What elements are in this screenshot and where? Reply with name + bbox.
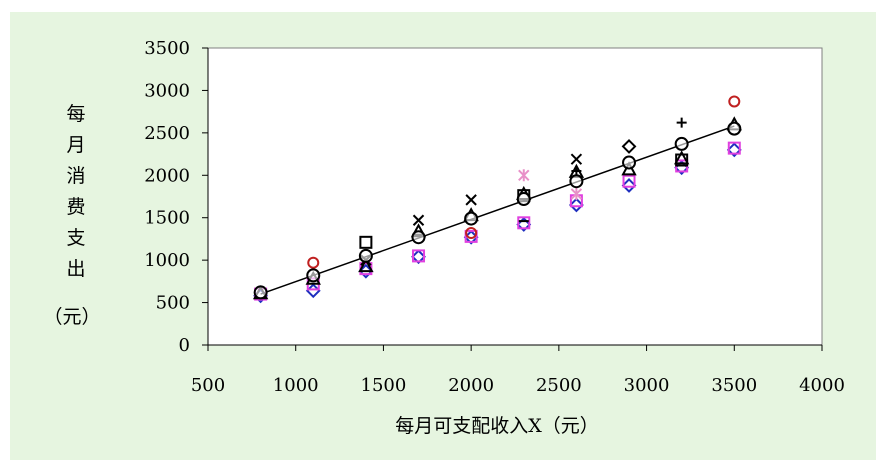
- data-point: [359, 235, 373, 249]
- data-point: [306, 268, 321, 283]
- x-tick-label: 3000: [624, 375, 670, 396]
- data-point: [622, 174, 636, 188]
- x-tick-label: 2000: [448, 375, 494, 396]
- data-point: [412, 249, 426, 263]
- y-tick-label: 2000: [144, 165, 190, 186]
- y-axis-title-char: 支: [66, 227, 85, 249]
- data-point: [676, 117, 687, 128]
- data-point: [358, 248, 373, 263]
- data-point: [621, 139, 637, 154]
- x-tick-label: 2500: [536, 375, 582, 396]
- y-axis-title-char: 每: [66, 103, 85, 125]
- data-point: [727, 141, 741, 155]
- y-axis-title-char: 出: [66, 258, 85, 280]
- y-axis-title-char: 月: [66, 134, 85, 156]
- data-point: [569, 174, 584, 189]
- x-tick-label: 3500: [711, 375, 757, 396]
- data-point: [411, 249, 426, 265]
- y-tick-label: 0: [179, 335, 190, 356]
- y-axis-title-char: 消: [66, 165, 85, 187]
- data-point: [673, 150, 690, 165]
- data-point: [518, 169, 530, 182]
- data-point: [728, 95, 741, 108]
- data-point: [727, 121, 742, 136]
- data-point: [674, 136, 689, 151]
- y-axis-unit: （元）: [43, 306, 100, 328]
- data-point: [307, 256, 320, 269]
- x-tick-label: 500: [191, 375, 225, 396]
- regression-line: [260, 125, 735, 295]
- data-point: [516, 217, 532, 232]
- data-point: [570, 153, 583, 165]
- y-axis-title-char: 费: [66, 196, 85, 218]
- y-tick-label: 3000: [144, 80, 190, 101]
- y-tick-label: 2500: [144, 123, 190, 144]
- data-point: [568, 197, 584, 213]
- x-tick-label: 1000: [273, 375, 319, 396]
- x-tick-label: 4000: [799, 375, 845, 396]
- data-point: [358, 257, 374, 273]
- x-tick-label: 1500: [361, 375, 407, 396]
- y-tick-label: 3500: [144, 38, 190, 59]
- data-point: [570, 187, 583, 200]
- data-point: [621, 178, 637, 193]
- data-point: [464, 211, 479, 226]
- data-point: [465, 226, 478, 239]
- y-tick-label: 500: [156, 293, 190, 314]
- data-point: [726, 142, 742, 158]
- data-point: [517, 216, 531, 230]
- data-point: [411, 230, 426, 245]
- data-point: [675, 153, 689, 167]
- data-point: [516, 192, 531, 207]
- data-point: [412, 214, 425, 226]
- data-point: [622, 155, 637, 170]
- y-tick-label: 1500: [144, 208, 190, 229]
- y-tick-label: 1000: [144, 250, 190, 271]
- x-axis-title: 每月可支配收入X（元）: [395, 415, 599, 437]
- plot-area: [207, 47, 823, 346]
- data-point: [464, 229, 478, 243]
- data-point: [253, 285, 268, 300]
- data-point: [465, 194, 477, 206]
